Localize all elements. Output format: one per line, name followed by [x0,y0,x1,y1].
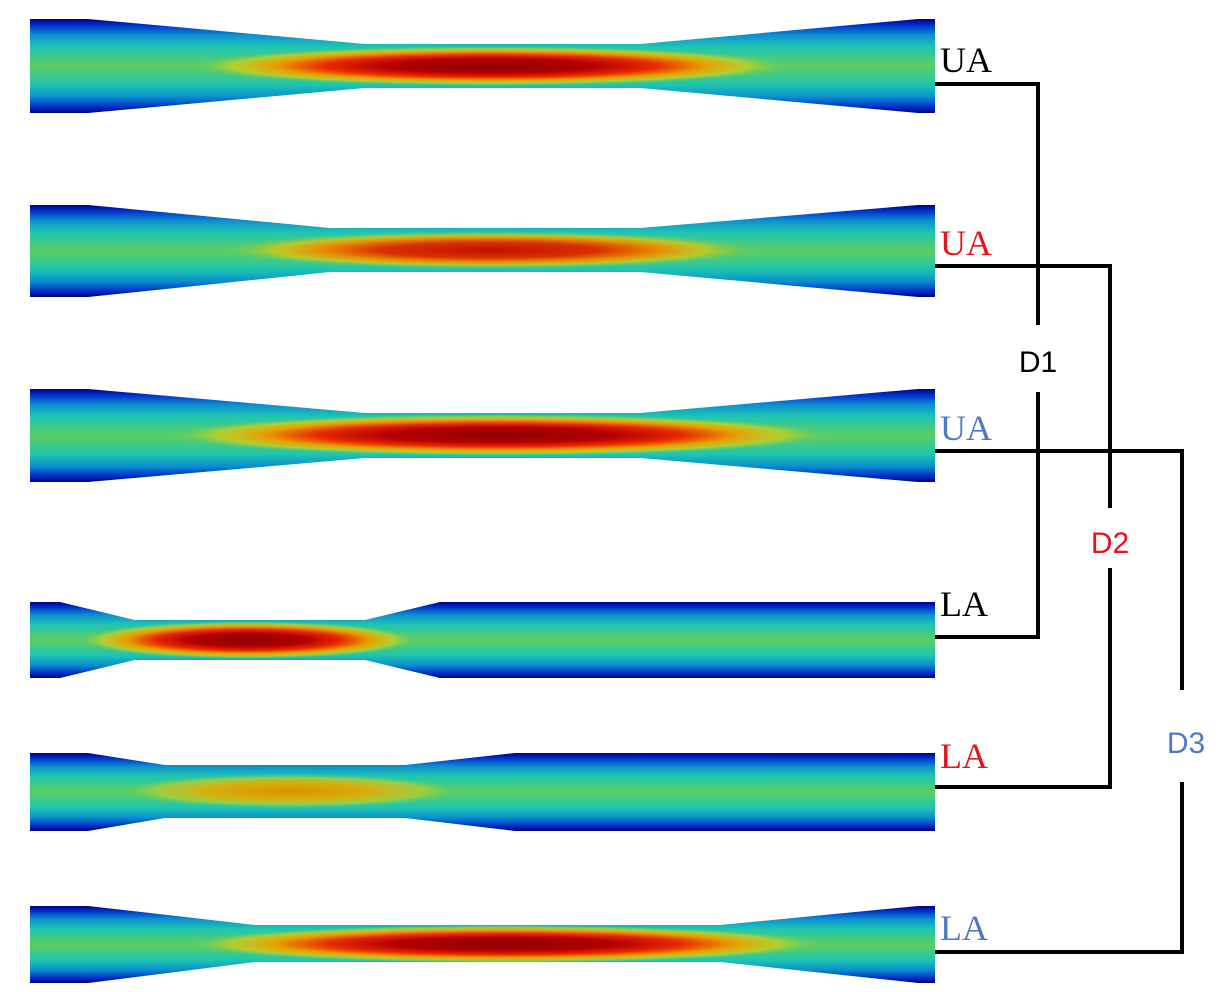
vessel-la-3 [30,906,935,983]
vessel-label-la-3: LA [940,908,988,948]
vessel-label-ua-2: UA [940,223,992,263]
vessel-ua-1 [30,19,935,113]
vessel-ua-2 [30,205,935,297]
connector-d1 [935,82,1040,639]
pair-label-d1: D1 [1019,346,1057,379]
vessel-label-ua-3: UA [940,408,992,448]
pair-label-d3: D3 [1167,727,1205,760]
connector-d2-lower [935,568,1112,789]
connector-d2 [935,264,1112,508]
vessel-la-2 [30,753,935,831]
vessel-label-la-1: LA [940,584,988,624]
vessel-label-ua-1: UA [940,40,992,80]
vessel-ua-3 [30,389,935,482]
connector-d3 [935,449,1184,954]
vessel-label-la-2: LA [940,736,988,776]
pair-label-d2: D2 [1091,527,1129,560]
vessel-la-1 [30,602,935,678]
